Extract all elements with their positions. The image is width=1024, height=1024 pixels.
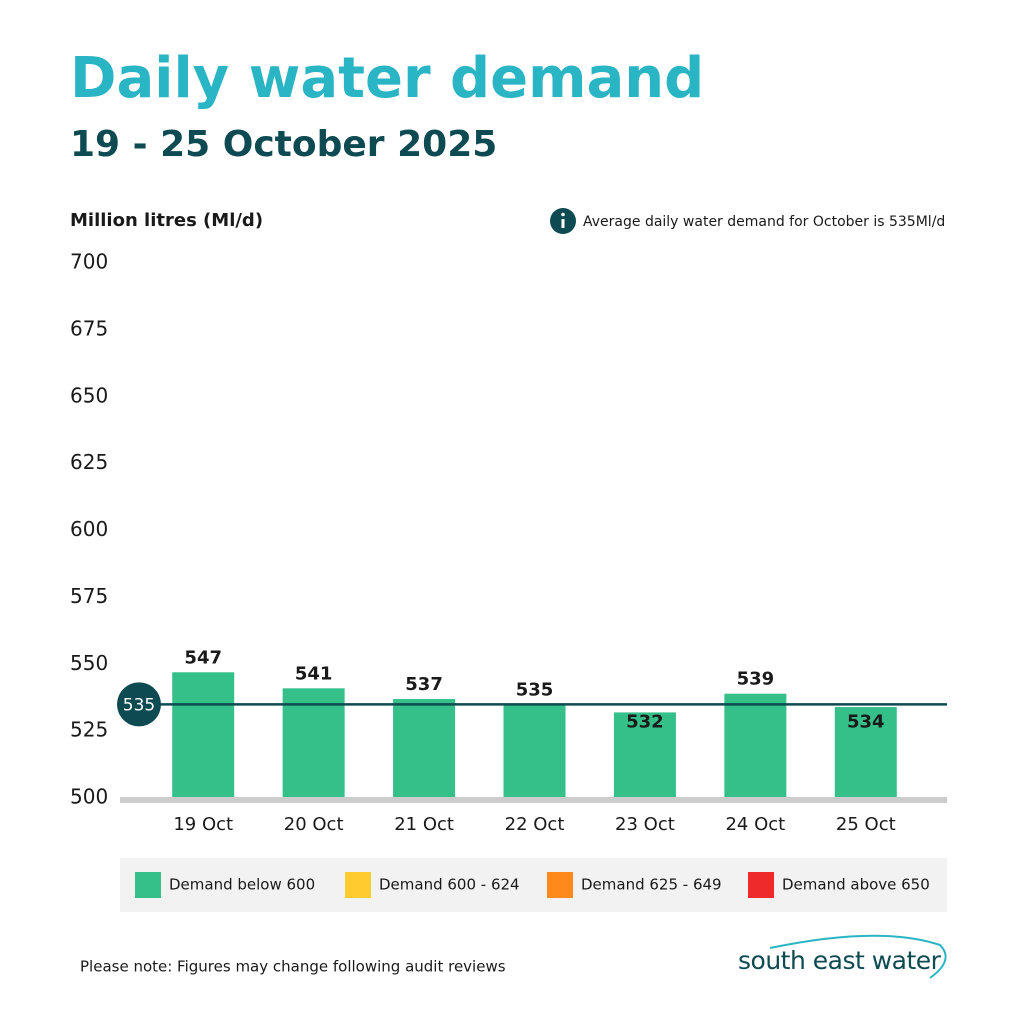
y-axis-label: Million litres (Ml/d) <box>70 210 263 231</box>
footnote: Please note: Figures may change followin… <box>80 958 506 976</box>
value-label: 541 <box>295 663 333 684</box>
logo: south east water <box>738 946 942 975</box>
bar <box>282 688 345 798</box>
y-tick-label: 600 <box>70 517 108 541</box>
bar <box>393 699 456 798</box>
value-label: 547 <box>184 647 222 668</box>
x-tick-label: 22 Oct <box>505 814 565 835</box>
value-label: 532 <box>626 711 664 732</box>
x-tick-label: 24 Oct <box>725 814 785 835</box>
x-axis-baseline <box>120 797 947 803</box>
bar <box>172 672 235 798</box>
info-icon-bar <box>561 219 565 228</box>
annotation: Average daily water demand for October i… <box>583 214 945 230</box>
value-label: 537 <box>405 674 443 695</box>
y-tick-label: 525 <box>70 718 108 742</box>
legend-label: Demand 600 - 624 <box>379 876 520 894</box>
value-label: 535 <box>516 679 554 700</box>
legend-label: Demand 625 - 649 <box>581 876 722 894</box>
y-tick-label: 575 <box>70 584 108 608</box>
y-tick-label: 550 <box>70 651 108 675</box>
reference-label: 535 <box>123 695 155 715</box>
info-icon-dot <box>561 212 565 217</box>
chart-subtitle: 19 - 25 October 2025 <box>70 124 497 165</box>
y-tick-label: 625 <box>70 450 108 474</box>
bar <box>503 704 566 798</box>
legend-label: Demand above 650 <box>782 876 930 894</box>
y-tick-label: 700 <box>70 250 108 274</box>
chart-title: Daily water demand <box>70 46 704 111</box>
legend-swatch <box>135 872 161 898</box>
logo-swoosh <box>769 934 947 979</box>
y-tick-label: 675 <box>70 316 108 340</box>
value-label: 539 <box>737 669 775 690</box>
legend-swatch <box>345 872 371 898</box>
y-tick-label: 650 <box>70 383 108 407</box>
x-tick-label: 25 Oct <box>836 814 896 835</box>
bar <box>834 707 897 798</box>
legend-box <box>120 858 947 912</box>
x-tick-label: 20 Oct <box>284 814 344 835</box>
value-label: 534 <box>847 711 885 732</box>
reference-badge <box>117 682 161 727</box>
x-tick-label: 19 Oct <box>173 814 233 835</box>
x-tick-label: 23 Oct <box>615 814 675 835</box>
bar <box>724 693 787 798</box>
legend-label: Demand below 600 <box>169 876 315 894</box>
y-tick-label: 500 <box>70 785 108 809</box>
bar <box>613 712 676 798</box>
x-tick-label: 21 Oct <box>394 814 454 835</box>
legend-swatch <box>748 872 774 898</box>
legend-swatch <box>547 872 573 898</box>
